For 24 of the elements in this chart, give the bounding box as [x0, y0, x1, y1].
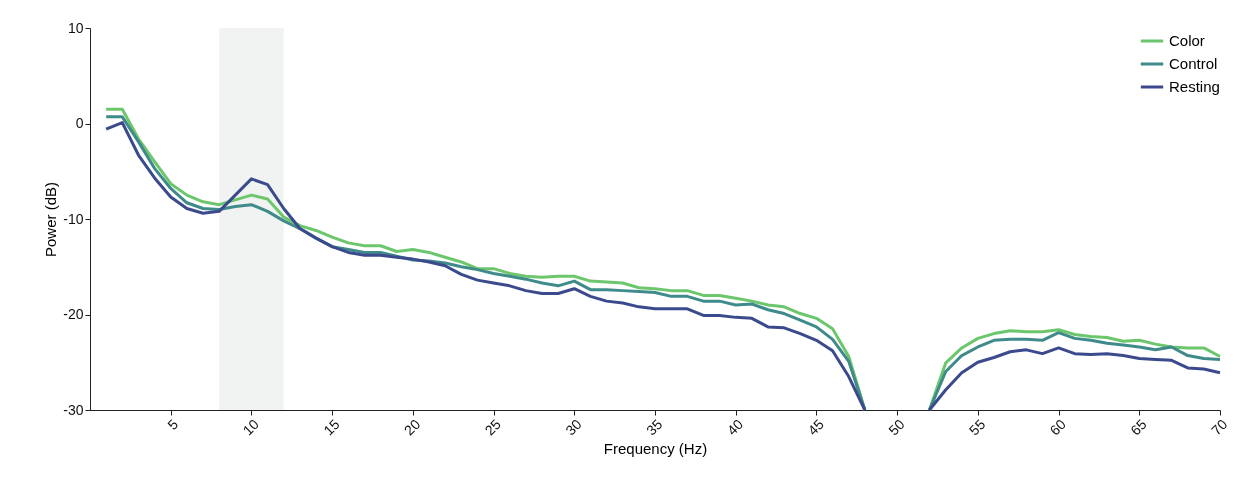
x-tick-label: 70 — [1208, 415, 1231, 439]
x-tick-label: 15 — [320, 415, 343, 439]
y-tick-label: -20 — [63, 306, 84, 322]
y-axis-title: Power (dB) — [42, 181, 60, 258]
y-tick-label: 0 — [75, 115, 84, 131]
x-tick-label: 20 — [400, 415, 424, 439]
legend-label: Color — [1169, 32, 1205, 49]
x-axis-title: Frequency (Hz) — [603, 440, 708, 458]
y-tick-label: 10 — [67, 19, 84, 36]
x-tick-label: 10 — [239, 415, 262, 439]
x-tick-label: 35 — [643, 415, 666, 439]
x-tick-label: 65 — [1127, 415, 1150, 439]
y-tick-label: -10 — [63, 210, 84, 227]
x-tick-label: 50 — [885, 415, 908, 439]
x-tick-label: 5 — [164, 415, 182, 433]
x-tick-label: 55 — [965, 415, 989, 439]
x-tick-label: 30 — [562, 415, 585, 439]
x-tick-label: 60 — [1046, 415, 1070, 439]
legend-label: Resting — [1169, 78, 1220, 95]
x-tick-label: 25 — [481, 415, 505, 439]
legend-label: Control — [1169, 55, 1218, 72]
x-tick-label: 40 — [723, 415, 747, 439]
x-tick-label: 45 — [804, 415, 827, 439]
y-tick-label: -30 — [63, 401, 84, 418]
